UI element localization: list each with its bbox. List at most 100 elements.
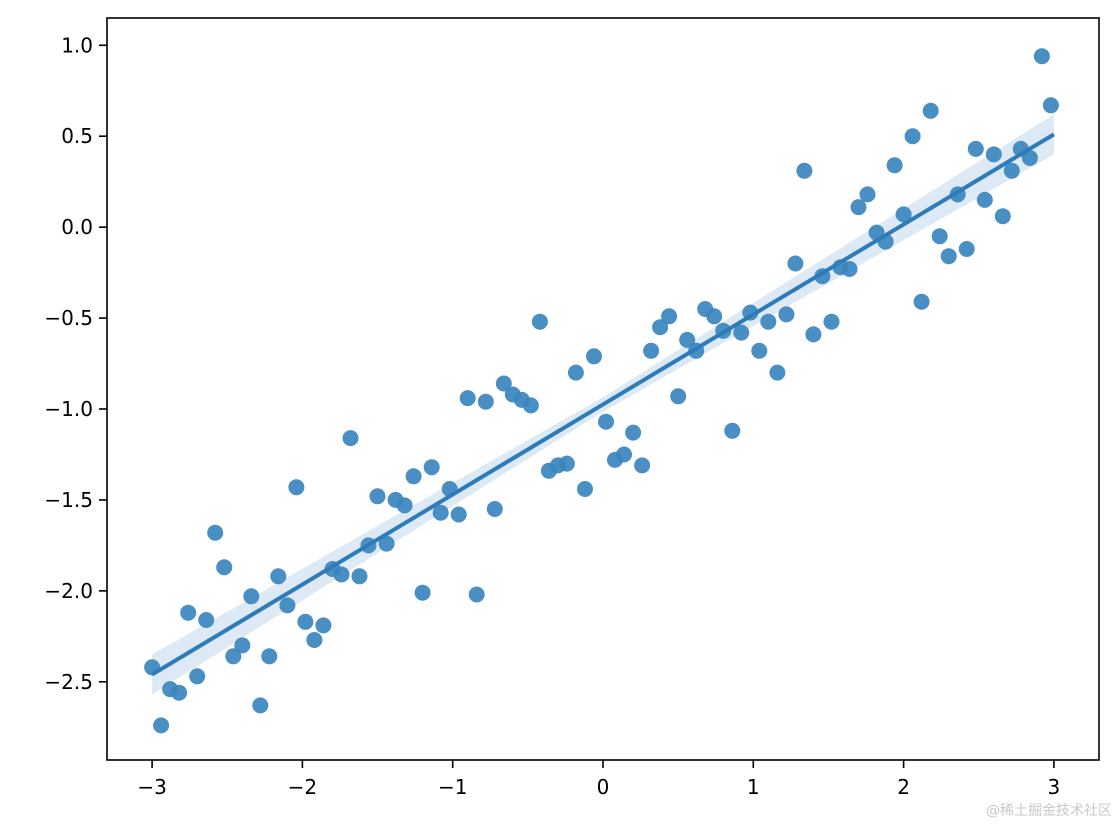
x-tick-label: 3 — [1048, 775, 1061, 799]
data-point — [153, 717, 170, 734]
data-point — [180, 604, 197, 621]
data-point — [225, 648, 242, 665]
x-tick-label: −3 — [137, 775, 166, 799]
data-point — [171, 684, 188, 701]
data-point — [243, 588, 260, 605]
data-point — [297, 613, 314, 630]
y-tick-label: 1.0 — [61, 33, 93, 57]
data-point — [805, 326, 822, 343]
data-point — [261, 648, 278, 665]
plot-frame — [106, 17, 1100, 761]
data-point — [306, 632, 323, 648]
y-tick-label: −2.5 — [44, 670, 93, 694]
data-point — [751, 342, 768, 359]
data-point — [652, 319, 669, 336]
data-point — [616, 446, 632, 463]
data-point — [586, 348, 602, 365]
data-point — [414, 584, 431, 601]
data-point — [216, 559, 233, 576]
data-point — [859, 186, 876, 203]
data-point — [994, 208, 1011, 225]
data-point — [904, 128, 921, 145]
data-point — [288, 479, 305, 496]
data-point — [670, 388, 687, 405]
data-point — [378, 535, 395, 552]
data-point — [396, 497, 413, 514]
data-point — [958, 241, 975, 257]
data-point — [985, 146, 1002, 163]
watermark: @稀土掘金技术社区 — [986, 803, 1112, 819]
data-point — [598, 413, 614, 430]
data-point — [1033, 48, 1050, 65]
x-tick-label: 0 — [597, 775, 610, 799]
axes-layer: −3 −2 −1 0 1 2 3 −2.5 −2.0 −1.5 −1.0 −0.5 0.0 0.5 1.0 — [44, 17, 1100, 799]
data-point — [679, 331, 696, 348]
data-point — [522, 397, 539, 414]
data-point — [1003, 162, 1020, 179]
x-tick-label: 2 — [897, 775, 910, 799]
data-point — [778, 306, 795, 323]
data-point — [724, 422, 741, 439]
data-point — [459, 390, 476, 407]
data-point — [841, 261, 858, 277]
data-point — [342, 430, 359, 447]
data-point — [940, 248, 957, 265]
data-point — [577, 481, 593, 497]
data-point — [850, 199, 867, 216]
data-point — [886, 157, 903, 174]
x-tick-label: 1 — [747, 775, 760, 799]
y-tick-label: 0.0 — [61, 215, 93, 239]
data-point — [198, 612, 215, 628]
data-point — [423, 459, 440, 476]
data-point — [468, 586, 485, 603]
data-point — [558, 455, 575, 472]
data-point — [913, 293, 930, 310]
data-point — [351, 568, 368, 585]
data-point — [895, 206, 912, 223]
data-point — [207, 524, 224, 541]
data-point — [369, 488, 386, 505]
data-point — [495, 375, 512, 392]
scatter-points-layer — [144, 48, 1059, 734]
data-point — [270, 568, 287, 585]
y-tick-label: −2.0 — [44, 579, 93, 603]
data-point — [1042, 97, 1059, 114]
data-point — [643, 342, 660, 359]
data-point — [432, 504, 449, 521]
data-point — [333, 566, 350, 583]
data-point — [252, 697, 269, 714]
data-point — [823, 313, 840, 330]
data-point — [706, 308, 723, 325]
data-point — [477, 393, 494, 410]
regression-line — [151, 132, 1055, 677]
y-tick-label: −1.0 — [44, 397, 93, 421]
data-point — [922, 102, 939, 119]
data-point — [796, 162, 813, 179]
y-tick-label: −0.5 — [44, 306, 93, 330]
data-point — [234, 637, 251, 654]
x-tick-label: −2 — [288, 775, 317, 799]
data-point — [1021, 150, 1038, 166]
data-point — [976, 191, 993, 208]
data-point — [634, 457, 651, 474]
data-point — [567, 364, 584, 381]
data-point — [661, 308, 678, 325]
data-point — [625, 424, 642, 441]
data-point — [733, 324, 750, 341]
data-point — [315, 617, 332, 634]
data-point — [531, 313, 548, 330]
data-point — [967, 140, 984, 157]
y-tick-label: 0.5 — [61, 124, 93, 148]
regression-line-layer — [151, 132, 1055, 677]
data-point — [931, 228, 948, 245]
y-tick-label: −1.5 — [44, 488, 93, 512]
data-point — [787, 255, 804, 272]
data-point — [450, 506, 467, 523]
data-point — [760, 313, 777, 330]
data-point — [279, 597, 296, 614]
data-point — [486, 501, 503, 517]
data-point — [405, 468, 422, 485]
data-point — [769, 364, 786, 381]
x-tick-label: −1 — [438, 775, 467, 799]
